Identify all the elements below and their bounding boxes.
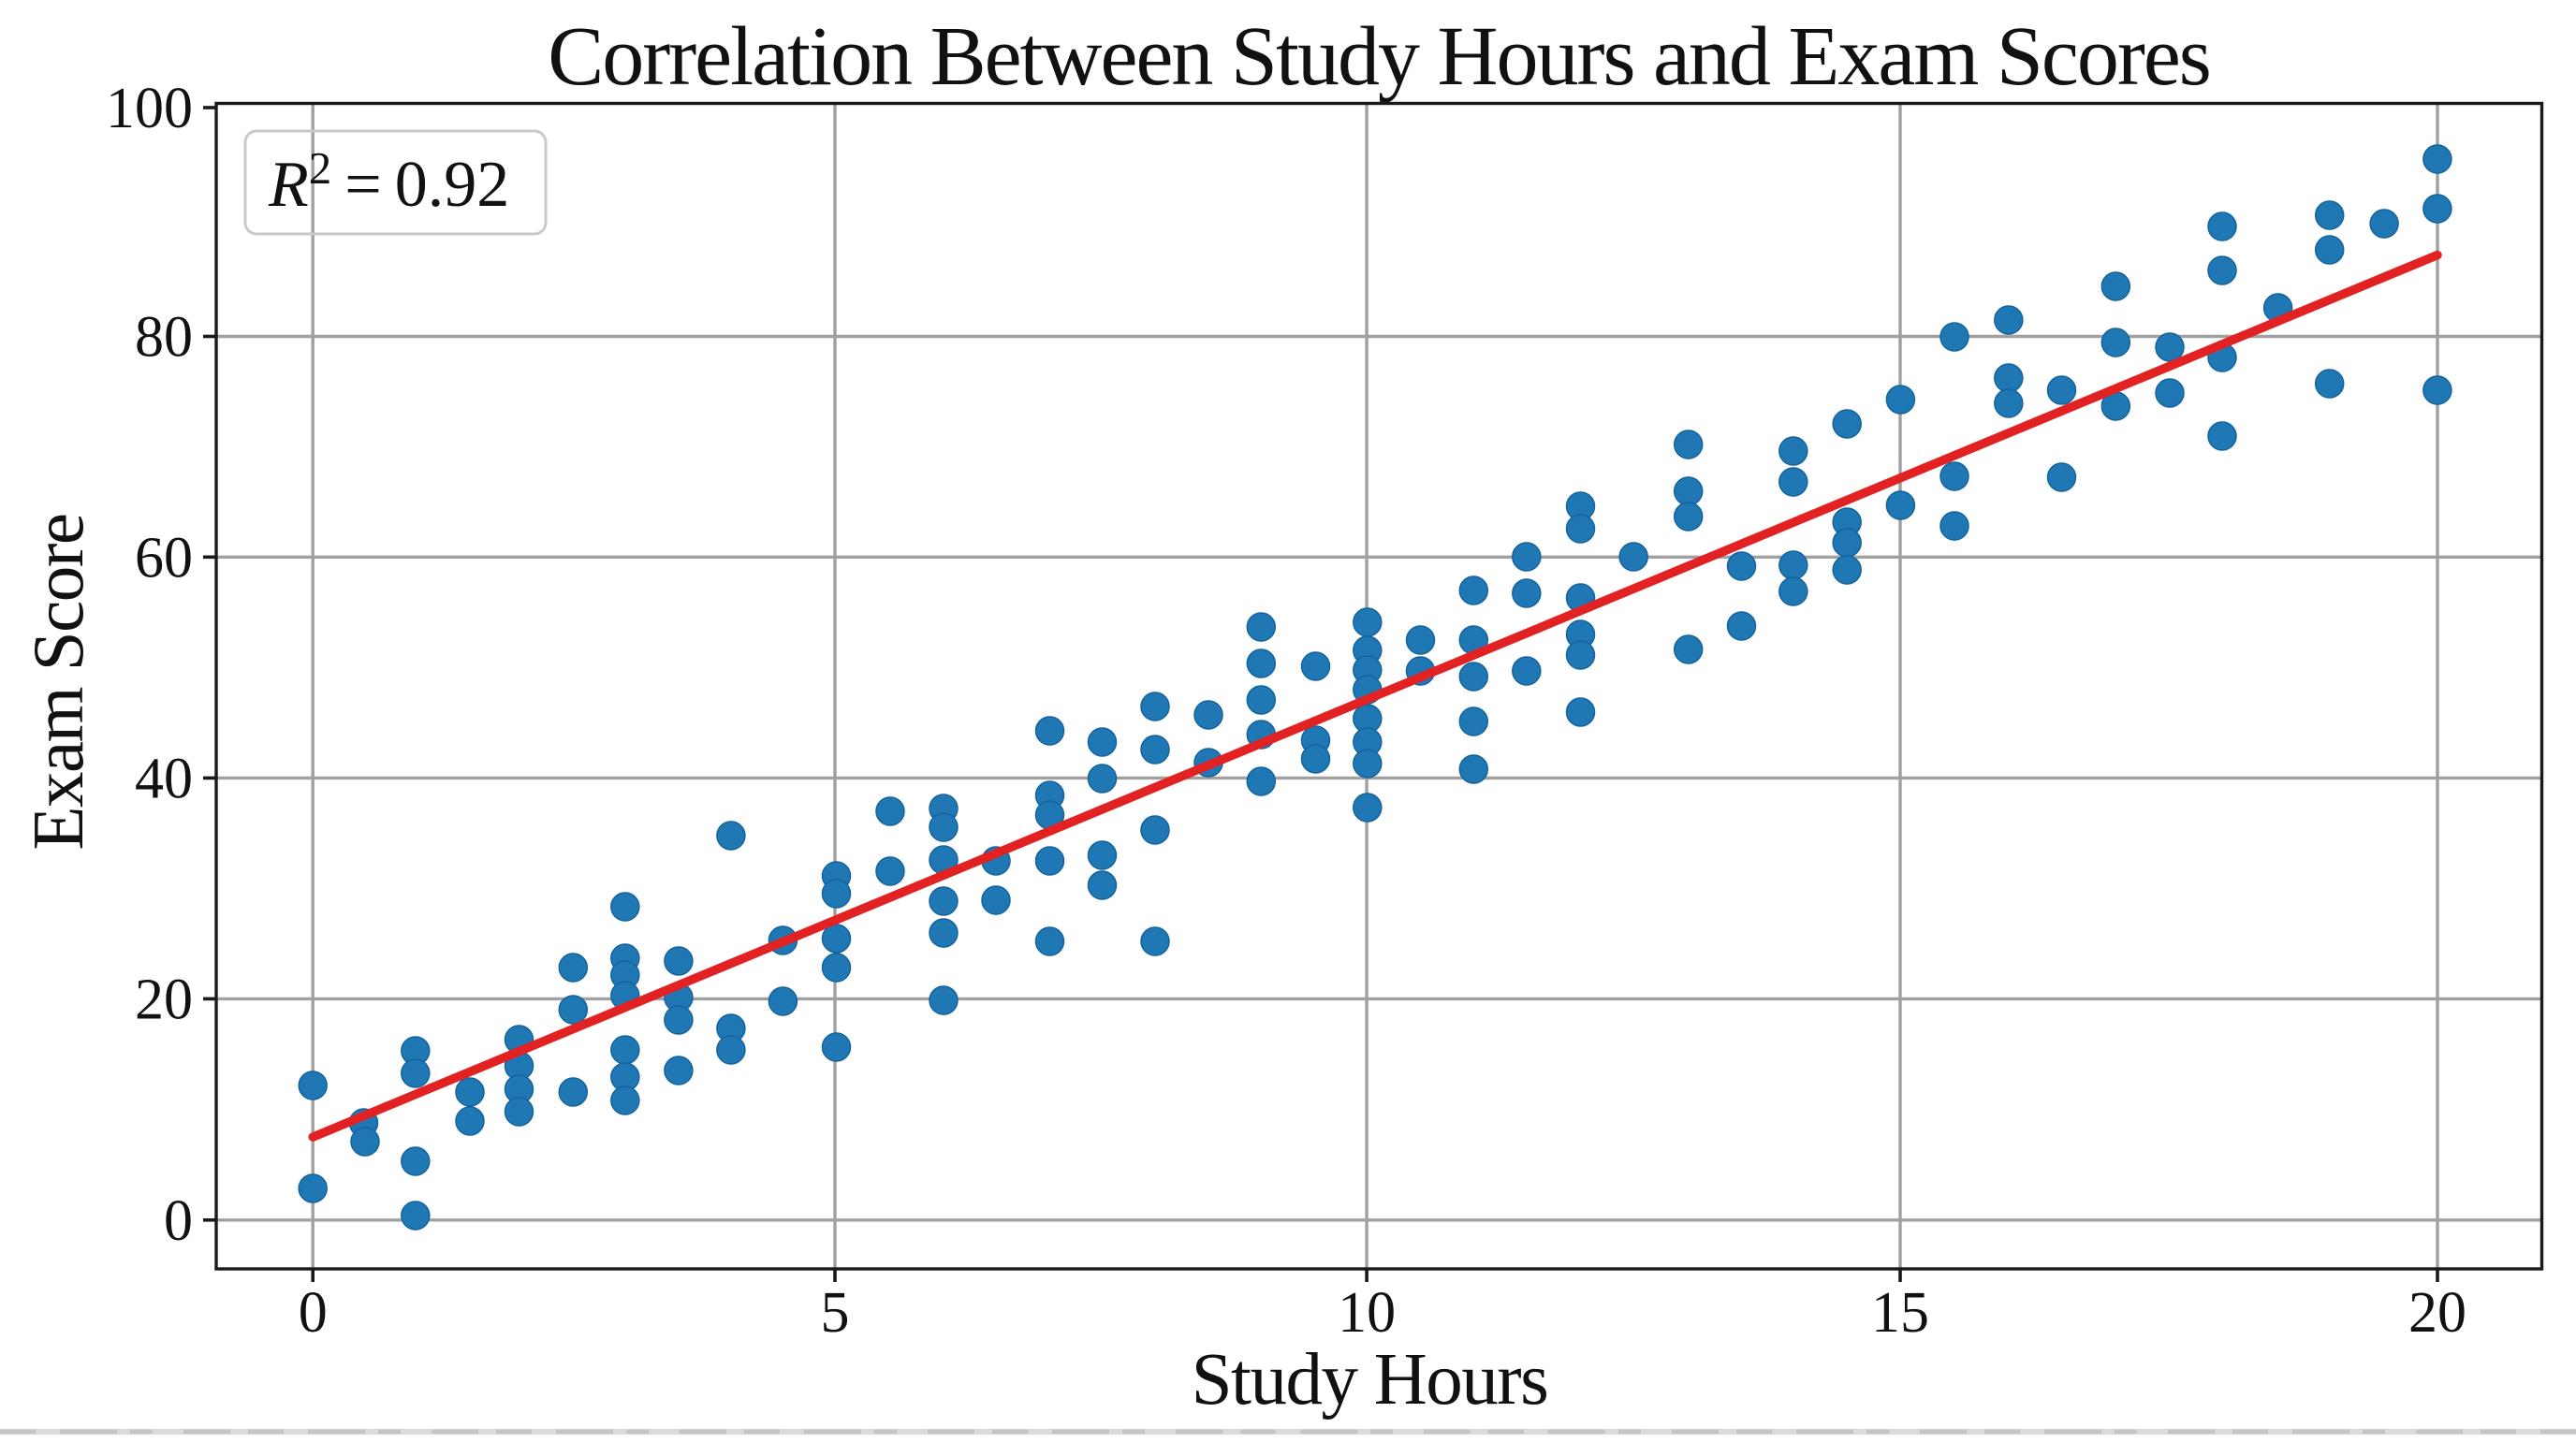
svg-text:10: 10 <box>1338 1281 1396 1345</box>
svg-text:5: 5 <box>821 1281 850 1345</box>
svg-text:80: 80 <box>135 306 193 370</box>
svg-text:0: 0 <box>299 1281 328 1345</box>
svg-text:40: 40 <box>135 747 193 810</box>
svg-text:0: 0 <box>164 1189 193 1253</box>
svg-text:20: 20 <box>2408 1281 2466 1345</box>
svg-text:Exam Score: Exam Score <box>18 514 98 850</box>
svg-text:60: 60 <box>135 526 193 590</box>
svg-text:R2 = 0.92: R2 = 0.92 <box>268 142 509 221</box>
svg-text:15: 15 <box>1871 1281 1929 1345</box>
svg-text:Correlation Between Study Hour: Correlation Between Study Hours and Exam… <box>548 10 2210 103</box>
svg-text:100: 100 <box>106 77 193 140</box>
svg-text:Study Hours: Study Hours <box>1192 1339 1548 1420</box>
svg-text:20: 20 <box>135 968 193 1031</box>
